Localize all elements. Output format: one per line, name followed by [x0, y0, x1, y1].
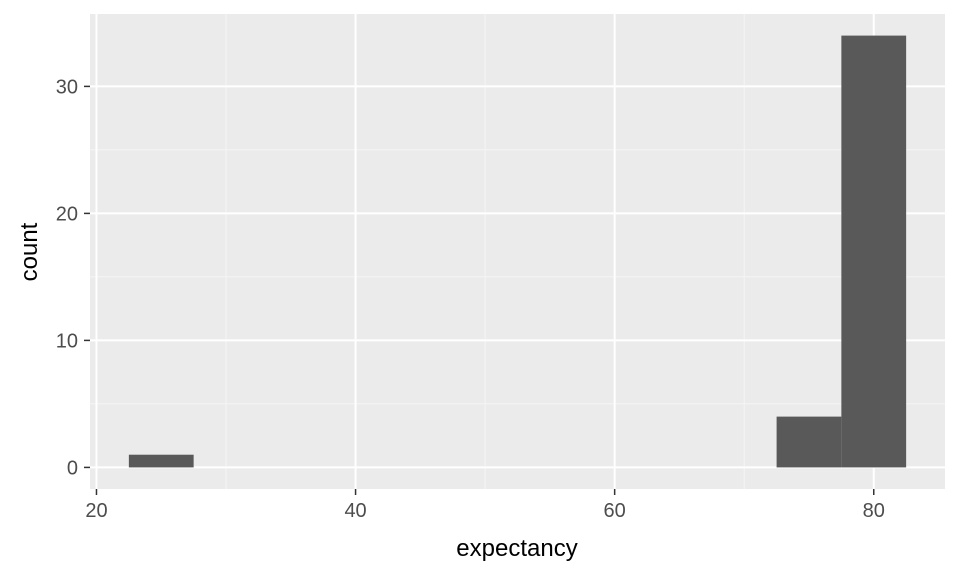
y-axis: 0 10 20 30: [56, 76, 90, 479]
x-tick-label: 40: [344, 500, 366, 522]
histogram-bar: [776, 416, 842, 468]
x-tick-label: 80: [863, 500, 885, 522]
histogram-bars: [128, 35, 907, 468]
x-tick-label: 60: [604, 500, 626, 522]
plot-panel: [90, 14, 945, 489]
x-tick-label: 20: [85, 500, 107, 522]
y-axis-title: count: [16, 222, 43, 281]
histogram-bar: [128, 454, 194, 468]
y-tick-label: 10: [56, 330, 78, 352]
x-axis: 20 40 60 80: [85, 489, 885, 522]
histogram-bar: [841, 35, 907, 468]
y-tick-label: 20: [56, 203, 78, 225]
y-tick-label: 0: [67, 457, 78, 479]
x-axis-title: expectancy: [456, 535, 577, 562]
y-tick-label: 30: [56, 76, 78, 98]
minor-gridlines: [90, 14, 945, 489]
